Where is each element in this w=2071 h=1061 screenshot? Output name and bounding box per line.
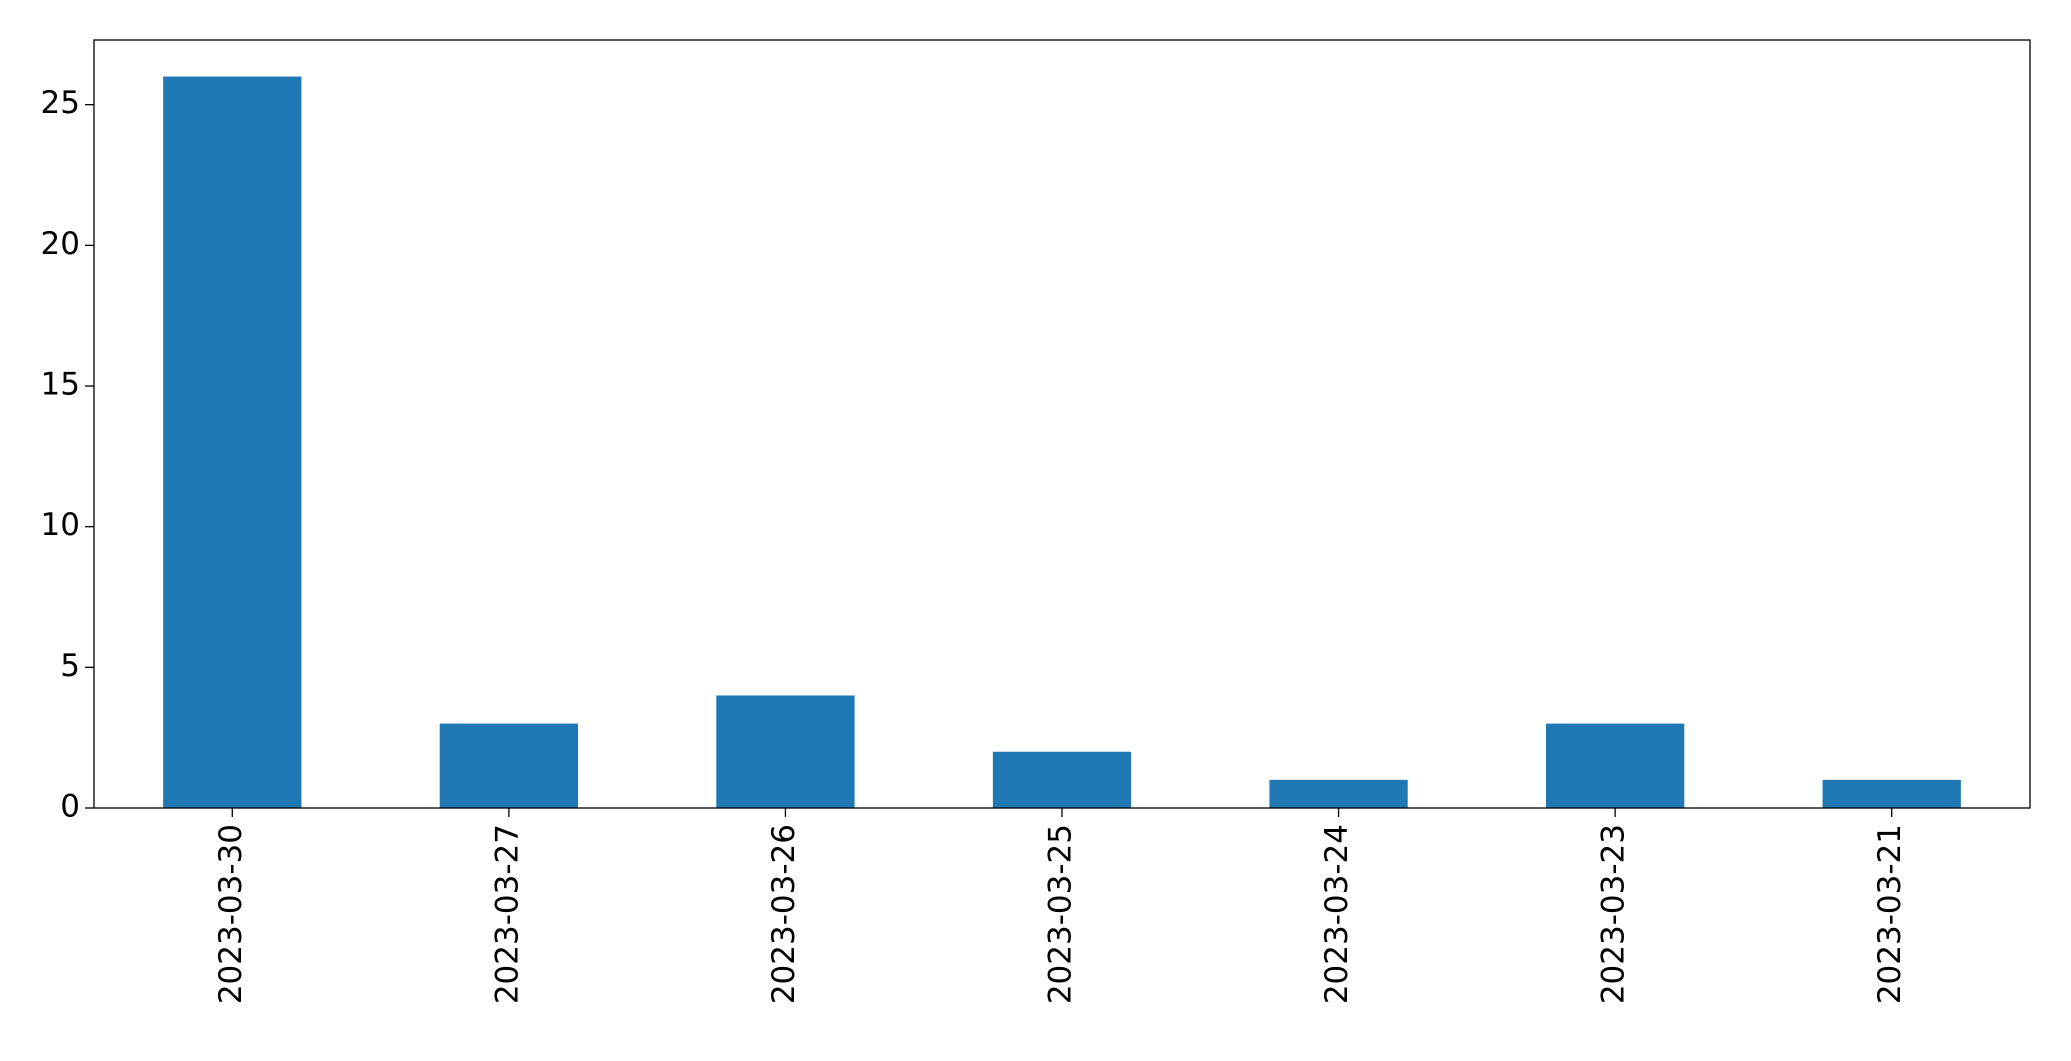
bar — [439, 723, 578, 808]
bar — [992, 751, 1132, 808]
y-tick-label: 10 — [41, 507, 80, 543]
x-tick-label: 2023-03-25 — [1043, 824, 1079, 1004]
x-tick-label: 2023-03-24 — [1319, 824, 1355, 1004]
x-tick-label: 2023-03-21 — [1872, 824, 1908, 1004]
y-tick-label: 25 — [41, 85, 80, 121]
axes-frame — [93, 39, 2031, 809]
x-tick-label: 2023-03-30 — [213, 824, 249, 1004]
y-tick-label: 0 — [60, 789, 80, 825]
bar — [1546, 723, 1685, 808]
bar — [1269, 779, 1408, 808]
x-tick-label: 2023-03-23 — [1596, 824, 1632, 1004]
y-tick-label: 20 — [41, 226, 80, 262]
x-tick-label: 2023-03-27 — [489, 824, 525, 1004]
bar — [163, 76, 302, 809]
y-tick-label: 15 — [41, 367, 80, 403]
x-tick-label: 2023-03-26 — [766, 824, 802, 1004]
bar — [716, 695, 855, 808]
y-tick-label: 5 — [60, 648, 80, 684]
bar — [1822, 779, 1961, 808]
